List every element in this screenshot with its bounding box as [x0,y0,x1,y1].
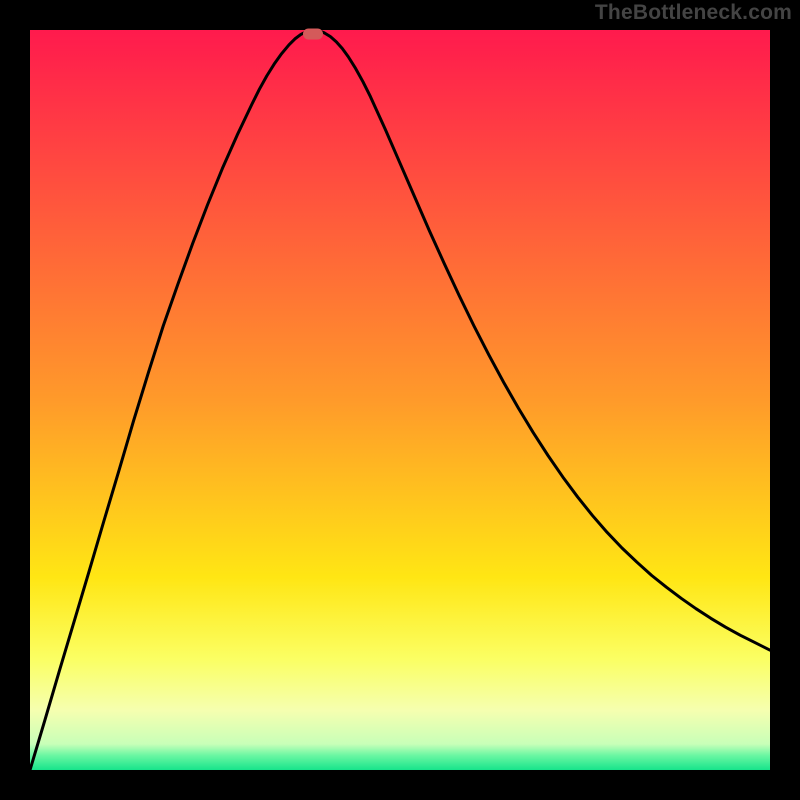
bottleneck-curve [30,30,770,770]
optimum-marker [303,28,323,39]
figure: TheBottleneck.com [0,0,800,800]
curve-path [30,30,770,770]
plot-area [30,30,770,770]
attribution-text: TheBottleneck.com [595,1,792,25]
